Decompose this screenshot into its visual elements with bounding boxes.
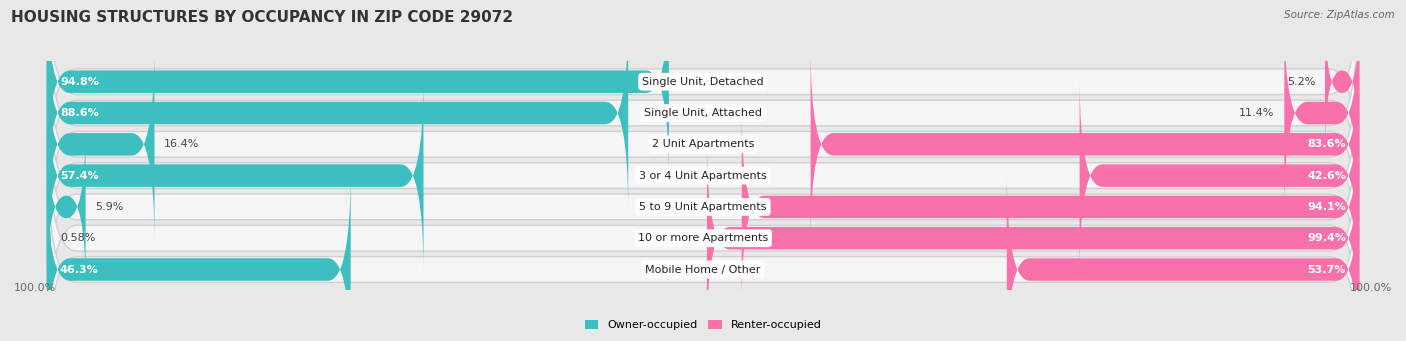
FancyBboxPatch shape [46,171,350,341]
Text: Source: ZipAtlas.com: Source: ZipAtlas.com [1284,10,1395,20]
FancyBboxPatch shape [1284,15,1360,211]
FancyBboxPatch shape [46,142,1360,341]
FancyBboxPatch shape [46,48,1360,303]
Text: Single Unit, Detached: Single Unit, Detached [643,77,763,87]
Text: 5 to 9 Unit Apartments: 5 to 9 Unit Apartments [640,202,766,212]
Text: 16.4%: 16.4% [165,139,200,149]
Text: 5.9%: 5.9% [96,202,124,212]
FancyBboxPatch shape [46,46,155,242]
FancyBboxPatch shape [1007,171,1360,341]
FancyBboxPatch shape [46,79,1360,335]
Text: 3 or 4 Unit Apartments: 3 or 4 Unit Apartments [640,170,766,181]
Text: 100.0%: 100.0% [1350,283,1392,293]
Text: 94.1%: 94.1% [1308,202,1346,212]
Text: 11.4%: 11.4% [1239,108,1274,118]
Text: 0.58%: 0.58% [60,233,96,243]
FancyBboxPatch shape [46,0,1360,241]
Text: 99.4%: 99.4% [1308,233,1346,243]
FancyBboxPatch shape [46,110,1360,341]
FancyBboxPatch shape [46,0,669,180]
Text: 10 or more Apartments: 10 or more Apartments [638,233,768,243]
FancyBboxPatch shape [707,140,1360,337]
Text: 5.2%: 5.2% [1286,77,1315,87]
FancyBboxPatch shape [46,15,628,211]
Text: 57.4%: 57.4% [60,170,98,181]
FancyBboxPatch shape [742,109,1360,305]
Text: 42.6%: 42.6% [1308,170,1346,181]
FancyBboxPatch shape [46,227,51,250]
Text: 53.7%: 53.7% [1308,265,1346,275]
FancyBboxPatch shape [1324,12,1360,152]
FancyBboxPatch shape [46,0,1360,210]
Text: Single Unit, Attached: Single Unit, Attached [644,108,762,118]
FancyBboxPatch shape [46,126,86,288]
FancyBboxPatch shape [1080,77,1360,274]
Text: HOUSING STRUCTURES BY OCCUPANCY IN ZIP CODE 29072: HOUSING STRUCTURES BY OCCUPANCY IN ZIP C… [11,10,513,25]
FancyBboxPatch shape [811,46,1360,242]
FancyBboxPatch shape [46,77,423,274]
Text: Mobile Home / Other: Mobile Home / Other [645,265,761,275]
FancyBboxPatch shape [46,16,1360,272]
Text: 100.0%: 100.0% [14,283,56,293]
Text: 2 Unit Apartments: 2 Unit Apartments [652,139,754,149]
Text: 88.6%: 88.6% [60,108,98,118]
Legend: Owner-occupied, Renter-occupied: Owner-occupied, Renter-occupied [581,315,825,335]
Text: 83.6%: 83.6% [1308,139,1346,149]
Text: 94.8%: 94.8% [60,77,98,87]
Text: 46.3%: 46.3% [60,265,98,275]
